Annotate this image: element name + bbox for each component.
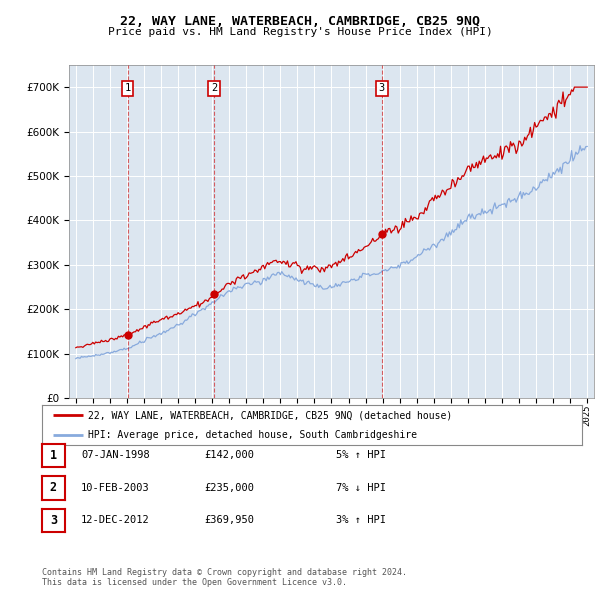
Text: HPI: Average price, detached house, South Cambridgeshire: HPI: Average price, detached house, Sout…	[88, 431, 417, 440]
Text: 10-FEB-2003: 10-FEB-2003	[81, 483, 150, 493]
Text: 3: 3	[379, 83, 385, 93]
Text: 3: 3	[50, 514, 57, 527]
Text: 3% ↑ HPI: 3% ↑ HPI	[336, 516, 386, 525]
Text: 22, WAY LANE, WATERBEACH, CAMBRIDGE, CB25 9NQ: 22, WAY LANE, WATERBEACH, CAMBRIDGE, CB2…	[120, 15, 480, 28]
Text: 07-JAN-1998: 07-JAN-1998	[81, 451, 150, 460]
Text: 22, WAY LANE, WATERBEACH, CAMBRIDGE, CB25 9NQ (detached house): 22, WAY LANE, WATERBEACH, CAMBRIDGE, CB2…	[88, 411, 452, 420]
Text: 2: 2	[50, 481, 57, 494]
Text: 12-DEC-2012: 12-DEC-2012	[81, 516, 150, 525]
Text: 1: 1	[50, 449, 57, 462]
Text: 5% ↑ HPI: 5% ↑ HPI	[336, 451, 386, 460]
Text: 1: 1	[125, 83, 131, 93]
Text: 2: 2	[211, 83, 217, 93]
Text: £369,950: £369,950	[204, 516, 254, 525]
Text: 7% ↓ HPI: 7% ↓ HPI	[336, 483, 386, 493]
Text: £235,000: £235,000	[204, 483, 254, 493]
Text: Price paid vs. HM Land Registry's House Price Index (HPI): Price paid vs. HM Land Registry's House …	[107, 27, 493, 37]
Text: Contains HM Land Registry data © Crown copyright and database right 2024.
This d: Contains HM Land Registry data © Crown c…	[42, 568, 407, 587]
Text: £142,000: £142,000	[204, 451, 254, 460]
